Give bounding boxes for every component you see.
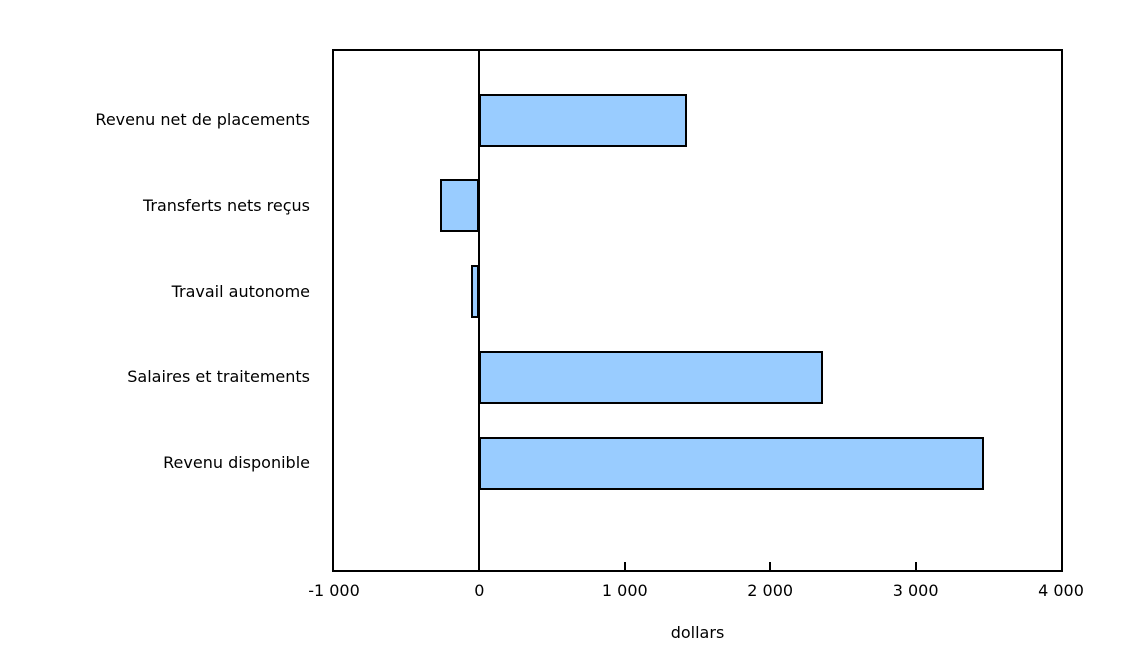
category-label: Transferts nets reçus	[142, 195, 310, 215]
bar	[479, 350, 823, 404]
category-label: Revenu net de placements	[95, 110, 310, 129]
category-label: Salaires et traitements	[127, 367, 310, 387]
x-tick-mark	[769, 562, 772, 570]
y-axis-category-labels: Revenu net de placements Transferts nets …	[0, 49, 310, 572]
plot-area	[332, 49, 1063, 572]
x-tick-label: 3 000	[892, 581, 939, 600]
x-axis-label: dollars	[670, 623, 725, 642]
x-axis-tick-labels: -1 000 0 1 000 2 000 3 000 4 000	[308, 581, 1084, 601]
bar	[470, 265, 480, 318]
zero-axis-line	[478, 51, 481, 570]
bar	[479, 93, 688, 147]
category-label: Revenu disponible	[163, 453, 310, 472]
x-tick-label: 2 000	[747, 581, 794, 600]
x-tick-label: 4 000	[1038, 581, 1084, 600]
bar	[479, 436, 984, 490]
x-tick-label: 0	[474, 581, 485, 600]
category-label: Travail autonome	[171, 281, 310, 301]
x-tick-mark	[914, 562, 917, 570]
bar	[440, 179, 480, 233]
x-tick-label: 1 000	[601, 581, 648, 600]
x-tick-mark	[623, 562, 626, 570]
x-tick-label: -1 000	[308, 581, 360, 600]
